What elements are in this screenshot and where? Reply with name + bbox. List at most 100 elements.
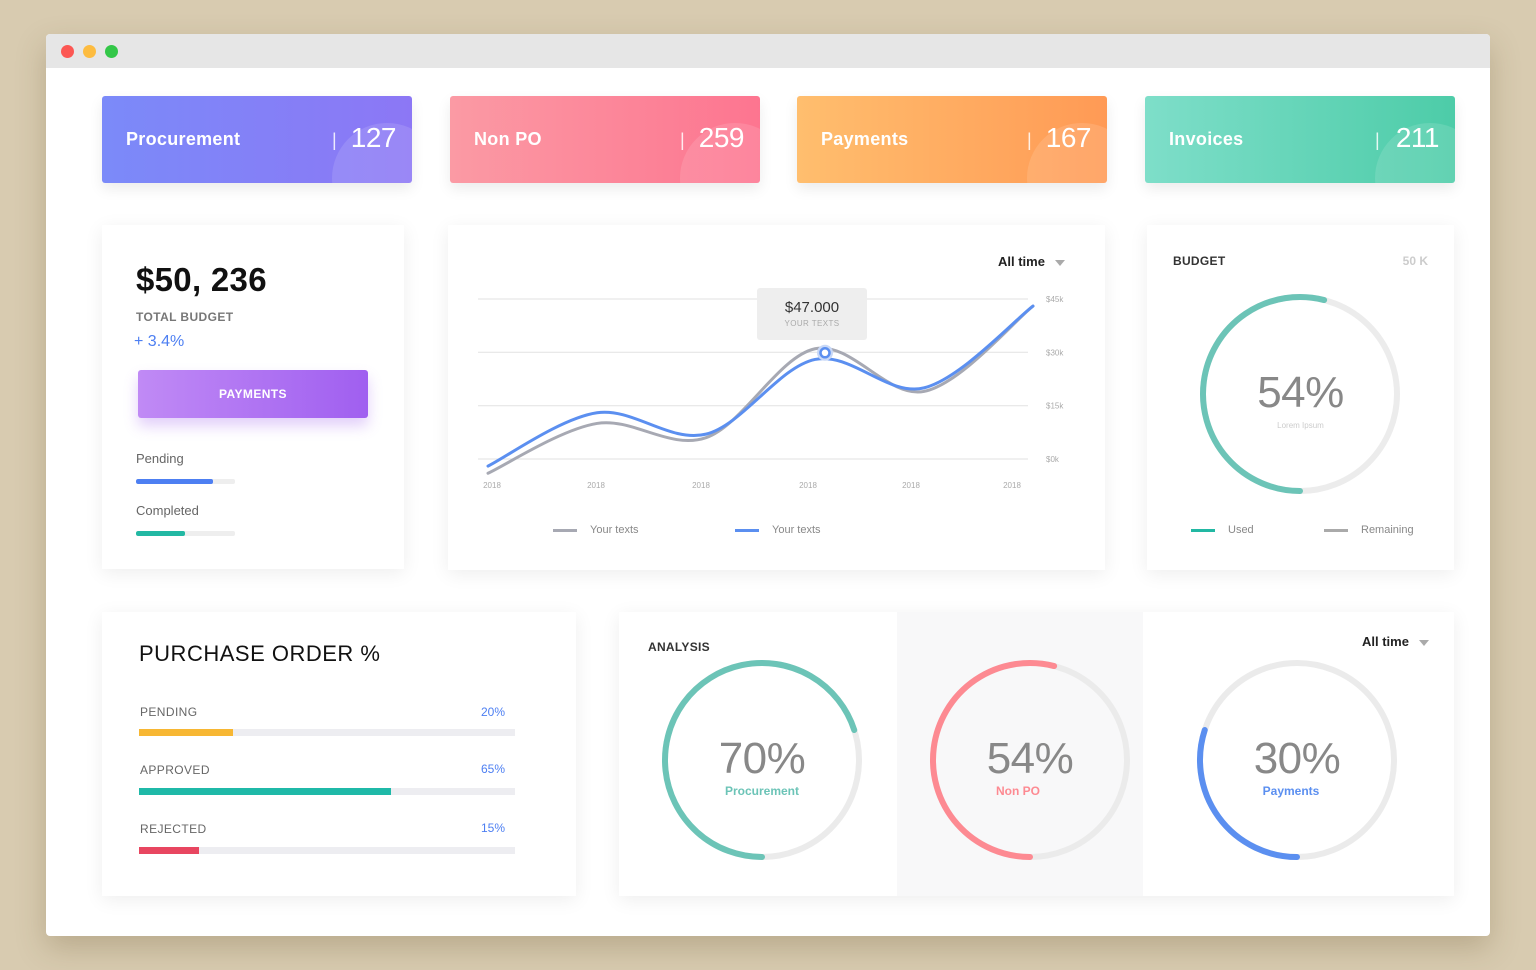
stat-label: Invoices: [1169, 129, 1244, 149]
total-budget-card: $50, 236 TOTAL BUDGET + 3.4% PAYMENTS Pe…: [102, 225, 404, 569]
po-row-percent: 20%: [481, 705, 506, 719]
ring-arc: [930, 660, 1058, 860]
line-chart: $0k $15k $30k $45k 2018 2018 2018 2018 2018 2018: [478, 295, 1064, 490]
ring-arc: [1197, 727, 1300, 860]
maximize-window-button[interactable]: [105, 45, 118, 58]
legend-swatch: [1191, 528, 1215, 532]
payments-button[interactable]: PAYMENTS: [138, 370, 368, 418]
legend-item-remaining: Remaining: [1324, 524, 1414, 536]
ring-chart: [930, 660, 1130, 860]
stat-separator: |: [680, 130, 685, 150]
legend-item-gray: Your texts: [553, 524, 639, 536]
legend-label: Remaining: [1361, 524, 1414, 536]
pending-progress-bar: [136, 479, 235, 484]
chevron-down-icon: [1054, 259, 1065, 266]
completed-progress-fill: [136, 531, 185, 536]
stat-label: Payments: [821, 129, 909, 149]
po-row-label: PENDING: [140, 705, 198, 719]
po-pending-bar: [139, 729, 515, 736]
analysis-time-range-dropdown[interactable]: All time: [1362, 634, 1429, 649]
ring-percent: 54%: [986, 734, 1074, 783]
stat-card-non-po[interactable]: Non PO | 259: [450, 96, 760, 183]
analysis-middle-panel: [897, 612, 1143, 896]
analysis-title: ANALYSIS: [648, 640, 710, 654]
completed-label: Completed: [136, 503, 199, 518]
legend-label: Your texts: [590, 524, 639, 536]
total-budget-label: TOTAL BUDGET: [136, 310, 234, 324]
ring-arc: [662, 660, 858, 860]
y-tick-label: $45k: [1046, 295, 1064, 304]
legend-item-used: Used: [1191, 524, 1254, 536]
ring-chart: [1197, 660, 1397, 860]
po-row-label: APPROVED: [140, 763, 210, 777]
stat-count: 167: [1045, 122, 1092, 153]
ring-arc: [1200, 294, 1328, 494]
budget-max: 50 K: [1402, 254, 1428, 268]
legend-swatch: [553, 528, 577, 532]
budget-donut-chart: [1200, 294, 1400, 494]
stat-separator: |: [1375, 130, 1380, 150]
purchase-order-card: PURCHASE ORDER % PENDING 20% APPROVED 65…: [102, 612, 576, 896]
budget-title: BUDGET: [1173, 254, 1226, 268]
y-tick-label: $30k: [1046, 348, 1064, 357]
completed-progress-bar: [136, 531, 235, 536]
legend-swatch: [1324, 528, 1348, 532]
budget-sublabel: Lorem Ipsum: [1277, 421, 1324, 430]
y-tick-label: $15k: [1046, 402, 1064, 411]
minimize-window-button[interactable]: [83, 45, 96, 58]
series-line-2: [486, 304, 1035, 468]
ring-label: Payments: [1262, 784, 1320, 798]
purchase-order-title: PURCHASE ORDER %: [139, 641, 381, 666]
po-bar-fill: [139, 729, 233, 736]
stat-card-invoices[interactable]: Invoices | 211: [1145, 96, 1455, 183]
ring-procurement: 70% Procurement: [660, 658, 864, 862]
x-tick-label: 2018: [1003, 481, 1021, 490]
tooltip-label: YOUR TEXTS: [784, 319, 840, 328]
stat-card-procurement[interactable]: Procurement | 127: [102, 96, 412, 183]
series-line-1: [486, 304, 1035, 475]
stat-card-payments[interactable]: Payments | 167: [797, 96, 1107, 183]
po-bar-fill: [139, 847, 200, 854]
ring-chart: [662, 660, 862, 860]
ring-label: Procurement: [724, 784, 800, 798]
legend-swatch: [735, 528, 759, 532]
close-window-button[interactable]: [61, 45, 74, 58]
ring-label: Non PO: [996, 784, 1040, 798]
tooltip-value: $47.000: [784, 299, 840, 316]
stat-count: 259: [698, 122, 745, 153]
stat-count: 127: [350, 122, 397, 153]
pending-progress-fill: [136, 479, 214, 484]
total-budget-value: $50, 236: [136, 261, 267, 298]
stat-count: 211: [1395, 122, 1440, 153]
stat-label: Non PO: [474, 129, 542, 149]
ring-non-po: 54% Non PO: [928, 658, 1132, 862]
legend-label: Your texts: [772, 524, 821, 536]
pending-label: Pending: [136, 451, 184, 466]
y-tick-label: $0k: [1046, 455, 1060, 464]
ring-payments: 30% Payments: [1195, 658, 1399, 862]
x-tick-label: 2018: [902, 481, 920, 490]
legend-label: Used: [1228, 524, 1254, 536]
ring-percent: 30%: [1253, 734, 1341, 783]
po-approved-bar: [139, 788, 515, 795]
dropdown-value: All time: [1362, 634, 1409, 649]
browser-window: Procurement | 127 Non PO | 259 Payments …: [46, 34, 1490, 936]
po-rejected-bar: [139, 847, 515, 854]
budget-donut-card: BUDGET 50 K 54% Lorem Ipsum Used Remaini…: [1147, 225, 1454, 570]
line-chart-card: All time $0k $15k $30k $45k 2018 2018 2018 2018…: [448, 225, 1105, 570]
stat-separator: |: [332, 130, 337, 150]
x-tick-label: 2018: [587, 481, 605, 490]
stat-label: Procurement: [126, 129, 241, 149]
budget-percent: 54%: [1257, 368, 1344, 417]
highlight-point: [819, 347, 831, 359]
analysis-card: ANALYSIS All time 70% Procurement 54% No…: [619, 612, 1454, 896]
legend-item-blue: Your texts: [735, 524, 821, 536]
x-tick-label: 2018: [692, 481, 710, 490]
time-range-dropdown[interactable]: All time: [998, 254, 1065, 269]
budget-change-percent: + 3.4%: [134, 333, 185, 350]
stat-separator: |: [1027, 130, 1032, 150]
ring-percent: 70%: [718, 734, 806, 783]
po-row-percent: 15%: [481, 821, 506, 835]
chevron-down-icon: [1418, 639, 1429, 646]
chart-tooltip: $47.000 YOUR TEXTS: [757, 288, 867, 340]
